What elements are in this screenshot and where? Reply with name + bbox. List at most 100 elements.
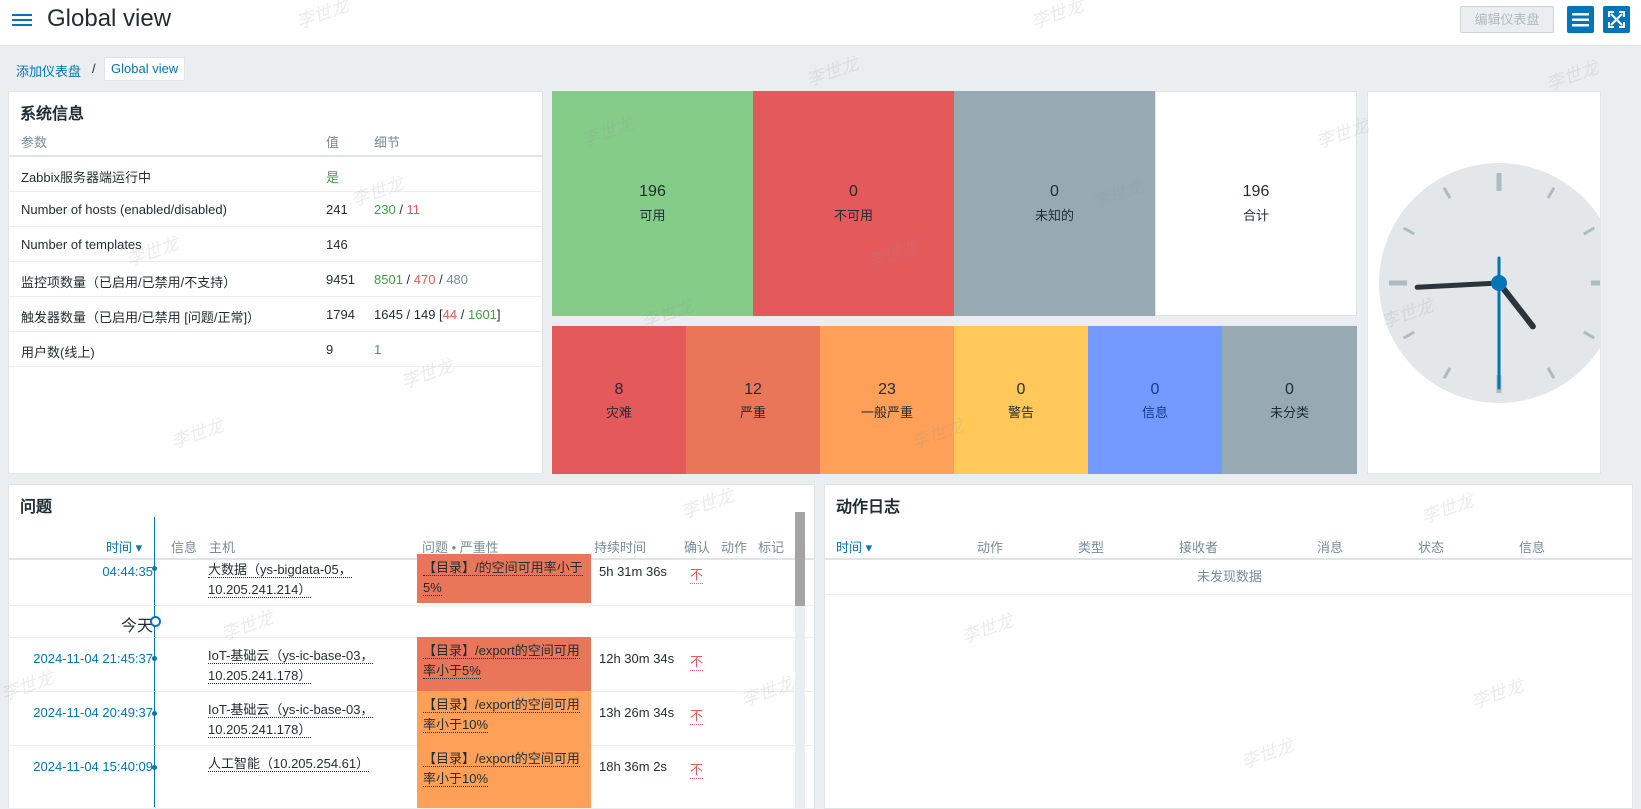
param-value: 1794 bbox=[326, 307, 355, 322]
table-row[interactable]: 2024-11-04 15:40:09 人工智能（10.205.254.61） … bbox=[8, 745, 813, 809]
clock-tick bbox=[1402, 226, 1415, 236]
problem-host[interactable]: 人工智能（10.205.254.61） bbox=[208, 756, 370, 772]
clock-tick bbox=[1546, 186, 1556, 199]
problem-host[interactable]: 大数据（ys-bigdata-05，10.205.241.214） bbox=[208, 562, 352, 598]
tile-label: 合计 bbox=[1242, 208, 1269, 223]
table-row: 用户数(线上) 9 1 bbox=[9, 332, 542, 367]
hour-hand bbox=[1496, 280, 1536, 330]
table-header: 时间 ▾ 信息 主机 问题 • 严重性 持续时间 确认 动作 标记 bbox=[9, 533, 814, 560]
problem-time-link[interactable]: 2024-11-04 21:45:37 bbox=[33, 651, 153, 666]
column-header-time[interactable]: 时间 ▾ bbox=[106, 540, 143, 555]
clock-tick bbox=[1583, 226, 1596, 236]
param-label: 用户数(线上) bbox=[21, 345, 95, 360]
clock-center bbox=[1491, 275, 1507, 291]
param-label: Number of templates bbox=[21, 237, 142, 252]
disabled-count: 470 bbox=[413, 272, 436, 287]
tile-label: 未分类 bbox=[1269, 405, 1309, 420]
column-header: 接收者 bbox=[1179, 540, 1219, 555]
timeline-dot bbox=[152, 566, 157, 571]
problem-severity-cell[interactable]: 【目录】/的空间可用率小于5% bbox=[417, 554, 591, 603]
host-availability-widget: 196 可用 0 不可用 0 未知的 196 合计 bbox=[552, 91, 1357, 316]
timeline-dot bbox=[152, 656, 157, 661]
problem-duration: 13h 26m 34s bbox=[599, 705, 675, 720]
empty-message: 未发现数据 bbox=[825, 560, 1632, 595]
menu-icon[interactable] bbox=[12, 11, 32, 29]
watermark: 李世龙 bbox=[803, 53, 862, 91]
param-label: Zabbix服务器端运行中 bbox=[21, 170, 152, 185]
column-header: 状态 bbox=[1418, 540, 1445, 555]
problem-time-link[interactable]: 2024-11-04 15:40:09 bbox=[33, 759, 153, 774]
severity-tile-not-classified[interactable]: 0 未分类 bbox=[1222, 326, 1357, 474]
table-row[interactable]: 2024-11-04 21:45:37 IoT-基础云（ys-ic-base-0… bbox=[8, 637, 813, 692]
param-value: 146 bbox=[326, 237, 348, 252]
breadcrumb-current[interactable]: Global view bbox=[104, 57, 186, 81]
table-row[interactable]: 04:44:35 大数据（ys-bigdata-05，10.205.241.21… bbox=[8, 551, 813, 606]
breadcrumb-parent[interactable]: 添加仪表盘 bbox=[16, 64, 82, 79]
breadcrumb-separator: / bbox=[92, 61, 96, 76]
ack-link[interactable]: 不 bbox=[690, 651, 704, 671]
problem-severity-cell[interactable]: 【目录】/export的空间可用率小于10% bbox=[417, 691, 591, 745]
problem-duration: 18h 36m 2s bbox=[599, 759, 667, 774]
column-header-time[interactable]: 时间 ▾ bbox=[836, 540, 873, 555]
edit-dashboard-button[interactable]: 编辑仪表盘 bbox=[1460, 6, 1554, 33]
fullscreen-icon bbox=[1608, 11, 1625, 28]
problem-host[interactable]: IoT-基础云（ys-ic-base-03，10.205.241.178） bbox=[208, 648, 374, 684]
scrollbar-thumb[interactable] bbox=[795, 512, 805, 606]
timeline-dot bbox=[152, 765, 157, 770]
tile-count: 196 bbox=[639, 183, 666, 200]
detail-separator: / bbox=[402, 272, 414, 287]
ack-link[interactable]: 不 bbox=[690, 564, 704, 584]
param-value: 是 bbox=[326, 170, 340, 185]
system-info-widget: 系统信息 参数 值 细节 Zabbix服务器端运行中 是 Number of h… bbox=[8, 91, 543, 474]
availability-tile-total[interactable]: 196 合计 bbox=[1155, 91, 1357, 316]
severity-tile-average[interactable]: 23 一般严重 bbox=[820, 326, 954, 474]
problem-time-link[interactable]: 2024-11-04 20:49:37 bbox=[33, 705, 153, 720]
tile-count: 0 bbox=[1016, 381, 1026, 398]
tile-count: 0 bbox=[1150, 381, 1160, 398]
severity-tile-information[interactable]: 0 信息 bbox=[1088, 326, 1222, 474]
severity-tile-warning[interactable]: 0 警告 bbox=[954, 326, 1088, 474]
ack-link[interactable]: 不 bbox=[690, 759, 704, 779]
severity-tile-disaster[interactable]: 8 灾难 bbox=[552, 326, 686, 474]
tile-label: 信息 bbox=[1141, 405, 1168, 420]
timeline-today-marker bbox=[150, 616, 161, 627]
trigger-counts: 1645 / 149 [ bbox=[374, 307, 443, 322]
column-header: 主机 bbox=[209, 540, 236, 555]
column-header: 消息 bbox=[1317, 540, 1344, 555]
param-label: Number of hosts (enabled/disabled) bbox=[21, 202, 227, 217]
table-row[interactable]: 2024-11-04 20:49:37 IoT-基础云（ys-ic-base-0… bbox=[8, 691, 813, 746]
tile-count: 0 bbox=[1050, 183, 1059, 200]
problem-time-link[interactable]: 04:44:35 bbox=[102, 564, 153, 579]
param-value: 9451 bbox=[326, 272, 355, 287]
severity-tile-high[interactable]: 12 严重 bbox=[686, 326, 820, 474]
ack-link[interactable]: 不 bbox=[690, 705, 704, 725]
table-row: Zabbix服务器端运行中 是 bbox=[9, 157, 542, 192]
tile-count: 196 bbox=[1242, 183, 1270, 200]
table-row: Number of templates 146 bbox=[9, 227, 542, 262]
table-row: 触发器数量（已启用/已禁用 [问题/正常]） 1794 1645 / 149 [… bbox=[9, 297, 542, 332]
scrollbar-track[interactable] bbox=[795, 512, 805, 808]
page-title: Global view bbox=[47, 5, 172, 32]
watermark: 李世龙 bbox=[1543, 57, 1602, 95]
availability-tile-unavailable[interactable]: 0 不可用 bbox=[753, 91, 954, 316]
column-header: 值 bbox=[326, 135, 340, 150]
column-header: 持续时间 bbox=[594, 540, 647, 555]
table-header: 参数 值 细节 bbox=[9, 122, 542, 157]
problem-host[interactable]: IoT-基础云（ys-ic-base-03，10.205.241.178） bbox=[208, 702, 374, 738]
availability-tile-available[interactable]: 196 可用 bbox=[552, 91, 753, 316]
column-header: 类型 bbox=[1078, 540, 1105, 555]
column-header: 问题 • 严重性 bbox=[422, 540, 499, 555]
tile-label: 未知的 bbox=[1034, 208, 1074, 223]
detail-separator: / bbox=[395, 202, 407, 217]
problem-count: 44 bbox=[442, 307, 458, 322]
fullscreen-button[interactable] bbox=[1603, 6, 1630, 33]
list-menu-button[interactable] bbox=[1567, 6, 1594, 33]
tile-label: 不可用 bbox=[833, 208, 873, 223]
detail-bracket: ] bbox=[496, 307, 501, 322]
problem-severity-cell[interactable]: 【目录】/export的空间可用率小于5% bbox=[417, 637, 591, 691]
availability-tile-unknown[interactable]: 0 未知的 bbox=[954, 91, 1155, 316]
today-label: 今天 bbox=[120, 618, 153, 635]
column-header: 细节 bbox=[374, 135, 401, 150]
today-separator: 今天 bbox=[8, 605, 813, 638]
problem-severity-cell[interactable]: 【目录】/export的空间可用率小于10% bbox=[417, 745, 591, 808]
